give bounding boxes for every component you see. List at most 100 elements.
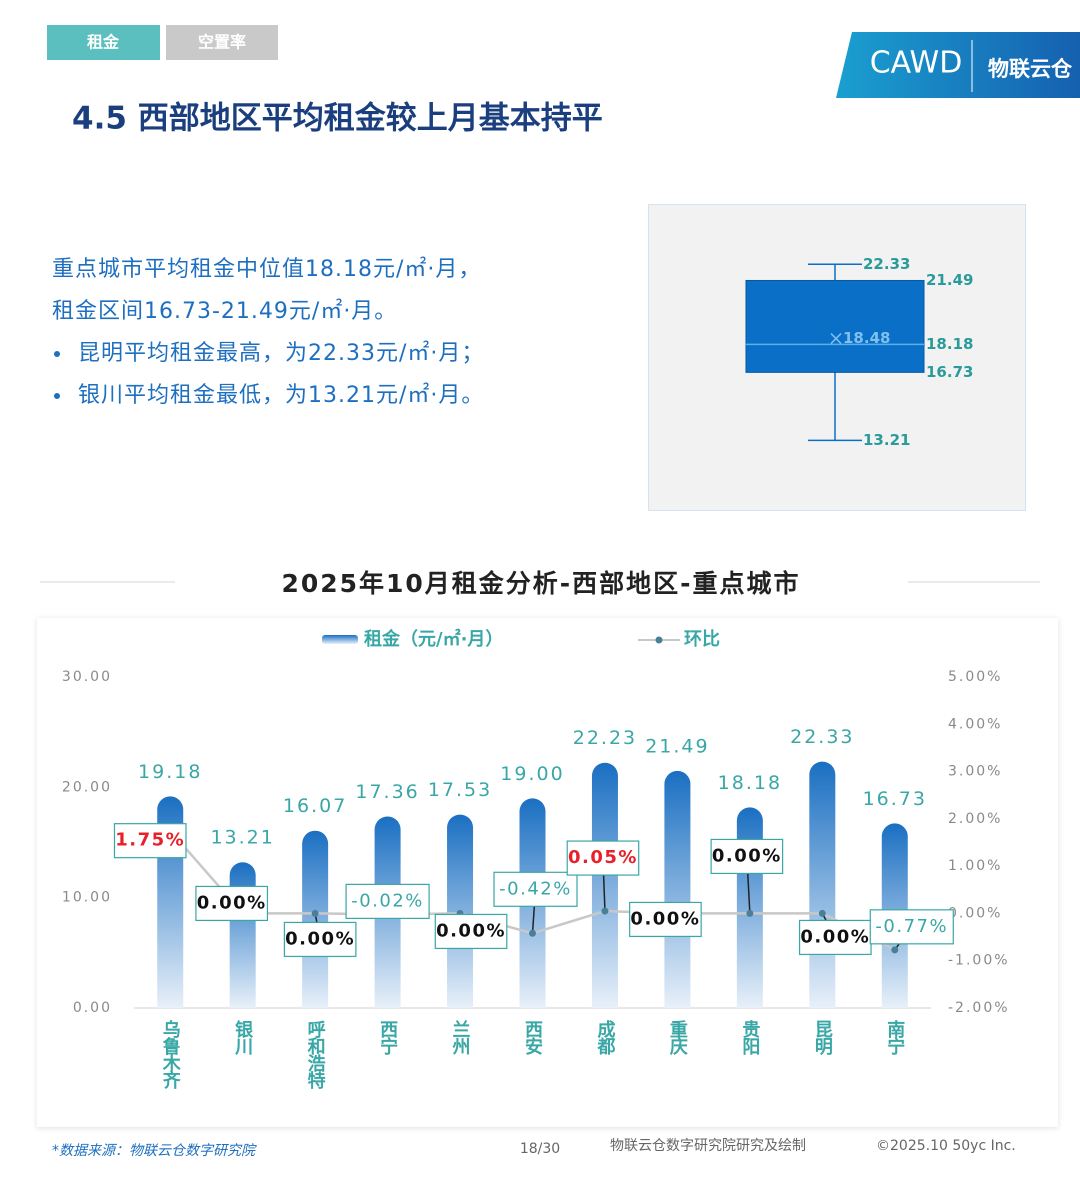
bar — [302, 830, 329, 1008]
bullet — [54, 351, 60, 357]
heading: 4.5 西部地区平均租金较上月基本持平 — [72, 101, 603, 137]
main-chart: 0.00 10.00 20.00 30.00 -2.00% -1.00% 0.00% 1.00… — [62, 628, 1010, 1090]
line-value-label: 0.00% — [197, 892, 267, 913]
chart-title: 2025年10月租金分析-西部地区-重点城市 — [281, 569, 800, 598]
bar-value-label: 21.49 — [645, 735, 709, 757]
line-value-label: 0.00% — [800, 926, 870, 947]
y2-tick-label: 4.00% — [948, 716, 1002, 732]
credit: 物联云仓数字研究院研究及绘制 — [610, 1138, 806, 1154]
line-marker — [818, 909, 826, 917]
x-tick-label: 西宁 — [377, 1020, 398, 1055]
line-value-label: 1.75% — [115, 830, 185, 851]
y2-tick-label: -2.00% — [948, 1000, 1010, 1016]
y2-tick-label: 2.00% — [948, 811, 1002, 827]
bar-value-label: 18.18 — [718, 772, 782, 794]
copyright: ©2025.10 50yc Inc. — [876, 1138, 1016, 1154]
line-value-label: 0.00% — [285, 928, 355, 949]
box-label: 16.73 — [926, 363, 973, 381]
label-box — [283, 921, 357, 958]
y-tick-label: 10.00 — [62, 890, 112, 906]
summary-line: 重点城市平均租金中位值18.18元/㎡·月， — [52, 256, 481, 282]
bar-value-label: 16.73 — [863, 788, 927, 810]
bar-value-label: 17.53 — [428, 779, 492, 801]
x-tick-label: 兰州 — [450, 1019, 472, 1055]
tab-label[interactable]: 空置率 — [198, 33, 246, 52]
line-marker — [529, 929, 536, 937]
y2-tick-label: 3.00% — [948, 764, 1002, 780]
y-tick-label: 20.00 — [62, 779, 112, 795]
page-number: 18/30 — [520, 1141, 560, 1157]
logo-brand: CAWD — [870, 46, 963, 81]
summary-line: 租金区间16.73-21.49元/㎡·月。 — [52, 298, 397, 324]
y2-tick-label: 5.00% — [948, 669, 1002, 685]
x-tick-label: 南宁 — [884, 1019, 905, 1055]
x-tick-label: 成都 — [594, 1019, 616, 1055]
bar — [229, 862, 256, 1008]
tab[interactable] — [166, 25, 278, 60]
line-value-label: -0.77% — [875, 916, 948, 937]
y2-tick-label: -1.00% — [948, 953, 1010, 969]
line-value-label: 0.00% — [630, 908, 700, 929]
bar — [809, 761, 836, 1008]
line-marker — [601, 907, 609, 915]
label-box — [493, 871, 578, 907]
legend-label: 环比 — [684, 629, 720, 650]
bar-value-label: 17.36 — [355, 781, 419, 803]
line-marker — [891, 946, 899, 954]
label-box — [345, 883, 430, 919]
label-box — [798, 919, 872, 956]
x-tick-label: 西安 — [522, 1020, 543, 1056]
box-label: 21.49 — [926, 271, 973, 289]
label-box — [710, 838, 784, 875]
summary-line: 昆明平均租金最高，为22.33元/㎡·月； — [78, 340, 484, 366]
x-tick-label: 银川 — [232, 1019, 254, 1056]
box-label: 13.21 — [863, 431, 910, 449]
y2-tick-label: 0.00% — [948, 905, 1002, 921]
x-tick-label: 昆明 — [812, 1020, 833, 1056]
x-tick-label: 乌鲁木齐 — [160, 1019, 182, 1090]
bar-value-label: 13.21 — [210, 827, 274, 849]
x-tick-label: 呼和浩特 — [305, 1020, 326, 1090]
mean-marker — [830, 333, 842, 345]
line-value-label: -0.02% — [351, 890, 424, 911]
label-box — [869, 909, 954, 945]
label-box — [629, 901, 702, 938]
line-value-label: 0.00% — [712, 845, 782, 866]
legend-swatch — [322, 635, 358, 644]
box-label: 22.33 — [863, 255, 910, 273]
box-label: 18.18 — [926, 335, 973, 353]
bar-value-label: 19.00 — [500, 763, 564, 785]
line-marker — [746, 909, 754, 917]
source: *数据来源：物联云仓数字研究院 — [52, 1143, 257, 1159]
label-box — [566, 840, 640, 876]
line-value-label: 0.05% — [568, 847, 638, 868]
bar-value-label: 22.33 — [790, 726, 854, 748]
logo-name: 物联云仓 — [988, 57, 1073, 81]
bar-value-label: 22.23 — [573, 727, 637, 749]
bar — [591, 762, 618, 1008]
tab-active[interactable] — [47, 25, 160, 60]
line-value-label: 0.00% — [436, 920, 506, 941]
logo-bg — [836, 32, 1080, 98]
box — [745, 279, 925, 373]
summary-line: 银川平均租金最低，为13.21元/㎡·月。 — [78, 382, 484, 408]
mean-label: 18.48 — [843, 329, 890, 347]
tab-label[interactable]: 租金 — [87, 33, 120, 52]
y-tick-label: 30.00 — [62, 669, 112, 685]
legend-marker — [655, 636, 663, 644]
y-tick-label: 0.00 — [73, 1000, 112, 1016]
bar-value-label: 16.07 — [283, 795, 347, 817]
bullet — [54, 393, 60, 399]
label-box — [195, 885, 269, 922]
x-tick-label: 贵阳 — [739, 1020, 760, 1056]
legend-label: 租金（元/㎡·月） — [364, 628, 503, 650]
title-bg — [175, 560, 908, 608]
x-tick-label: 重庆 — [667, 1019, 688, 1056]
label-box — [113, 823, 187, 859]
bar — [664, 770, 691, 1008]
y2-tick-label: 1.00% — [948, 858, 1002, 874]
box-chart: 18.48 22.33 13.21 21.49 18.18 16.73 — [745, 255, 973, 449]
bar-value-label: 19.18 — [138, 761, 202, 783]
label-box — [434, 913, 508, 950]
